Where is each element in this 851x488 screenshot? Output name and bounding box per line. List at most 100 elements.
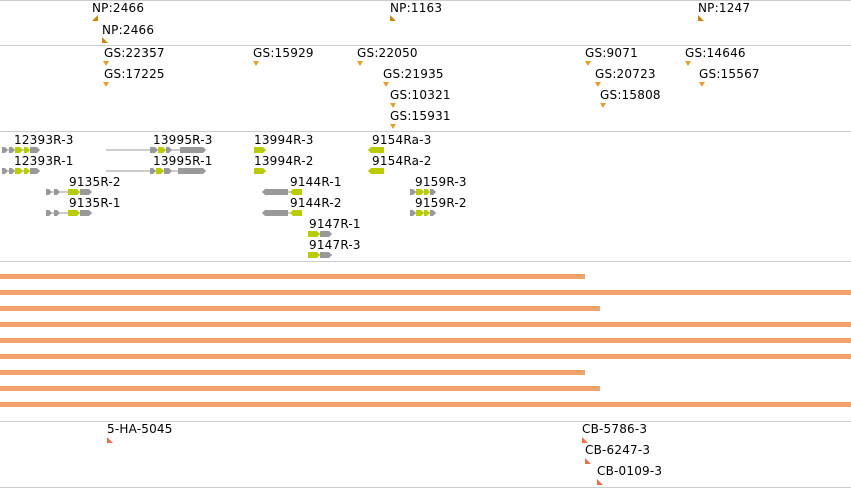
gs-marker[interactable] [390,103,396,108]
gene-exon[interactable] [290,210,302,216]
gene-label[interactable]: 9147R-1 [309,217,361,231]
gene-label[interactable]: 9154Ra-3 [372,133,432,147]
alignment-bar[interactable] [0,370,585,375]
np-label[interactable]: NP:1247 [698,1,751,15]
gene-exon[interactable] [15,168,23,174]
np-label[interactable]: NP:1163 [390,1,443,15]
gs-marker[interactable] [699,82,705,87]
gene-exon[interactable] [166,147,172,153]
gs-label[interactable]: GS:10321 [390,88,451,102]
np-label[interactable]: NP:2466 [92,1,145,15]
np-label[interactable]: NP:2466 [102,23,155,37]
gene-label[interactable]: 13994R-3 [254,133,314,147]
gene-exon[interactable] [424,210,430,216]
gene-label[interactable]: 12393R-1 [14,154,74,168]
gs-label[interactable]: GS:21935 [383,67,444,81]
gs-marker[interactable] [357,61,363,66]
alignment-bar[interactable] [0,354,851,359]
gene-exon[interactable] [80,189,92,195]
gene-exon[interactable] [24,168,30,174]
alignment-bar[interactable] [0,322,851,327]
gene-exon[interactable] [9,168,15,174]
cb-label[interactable]: CB-5786-3 [582,422,648,436]
gs-marker[interactable] [383,82,389,87]
gene-exon[interactable] [54,210,60,216]
gs-label[interactable]: GS:17225 [104,67,165,81]
gene-label[interactable]: 9147R-3 [309,238,361,252]
gene-exon[interactable] [150,147,158,153]
gene-exon[interactable] [24,147,30,153]
cb-marker[interactable] [107,437,113,443]
gene-label[interactable]: 9135R-1 [69,196,121,210]
gene-label[interactable]: 9154Ra-2 [372,154,432,168]
gene-exon[interactable] [262,210,288,216]
cb-marker[interactable] [585,458,591,464]
gs-marker[interactable] [685,61,691,66]
gene-label[interactable]: 12393R-3 [14,133,74,147]
gs-label[interactable]: GS:22050 [357,46,418,60]
gene-exon[interactable] [424,189,430,195]
cb-label[interactable]: CB-0109-3 [597,464,663,478]
gene-exon[interactable] [368,168,384,174]
gs-label[interactable]: GS:9071 [585,46,638,60]
gene-exon[interactable] [46,189,52,195]
gene-exon[interactable] [320,231,332,237]
gene-exon[interactable] [156,168,164,174]
gene-exon[interactable] [430,210,436,216]
gene-exon[interactable] [410,210,416,216]
gene-exon[interactable] [2,147,8,153]
gene-exon[interactable] [30,147,40,153]
cb-marker[interactable] [597,479,603,485]
gene-exon[interactable] [290,189,302,195]
gs-label[interactable]: GS:20723 [595,67,656,81]
alignment-bar[interactable] [0,274,585,279]
gs-marker[interactable] [103,82,109,87]
gs-marker[interactable] [600,103,606,108]
gene-exon[interactable] [150,168,156,174]
gs-label[interactable]: GS:15931 [390,109,451,123]
alignment-bar[interactable] [0,306,600,311]
gs-label[interactable]: GS:14646 [685,46,746,60]
gs-marker[interactable] [253,61,259,66]
gene-label[interactable]: 13995R-3 [153,133,213,147]
gene-exon[interactable] [254,168,266,174]
gene-exon[interactable] [180,147,206,153]
alignment-bar[interactable] [0,402,851,407]
np-marker[interactable] [102,37,108,43]
gene-exon[interactable] [368,147,384,153]
gene-exon[interactable] [80,210,92,216]
gs-marker[interactable] [595,82,601,87]
gene-exon[interactable] [9,147,15,153]
gs-label[interactable]: GS:15808 [600,88,661,102]
gene-label[interactable]: 9159R-2 [415,196,467,210]
gene-exon[interactable] [68,189,80,195]
gene-exon[interactable] [410,189,416,195]
gs-marker[interactable] [585,61,591,66]
gene-exon[interactable] [320,252,332,258]
gene-exon[interactable] [308,231,320,237]
cb-marker[interactable] [582,437,588,443]
gene-exon[interactable] [416,189,424,195]
gene-exon[interactable] [30,168,40,174]
gene-exon[interactable] [15,147,23,153]
gene-exon[interactable] [158,147,166,153]
gs-marker[interactable] [103,61,109,66]
gene-exon[interactable] [262,189,288,195]
gene-exon[interactable] [254,147,266,153]
np-marker[interactable] [390,15,396,21]
gene-exon[interactable] [164,168,172,174]
gene-label[interactable]: 9144R-2 [290,196,342,210]
cb-label[interactable]: 5-HA-5045 [107,422,173,436]
gene-label[interactable]: 13994R-2 [254,154,314,168]
gene-label[interactable]: 9135R-2 [69,175,121,189]
gene-label[interactable]: 9144R-1 [290,175,342,189]
alignment-bar[interactable] [0,386,600,391]
gs-marker[interactable] [390,124,396,129]
gene-exon[interactable] [430,189,436,195]
np-marker[interactable] [698,15,704,21]
cb-label[interactable]: CB-6247-3 [585,443,651,457]
gene-exon[interactable] [2,168,8,174]
gs-label[interactable]: GS:15929 [253,46,314,60]
gene-exon[interactable] [308,252,320,258]
alignment-bar[interactable] [0,290,851,295]
